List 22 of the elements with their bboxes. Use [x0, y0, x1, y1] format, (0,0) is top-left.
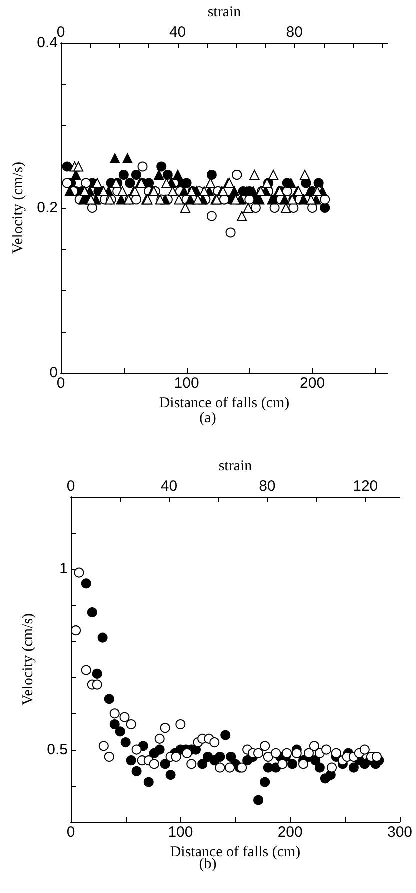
x-tick-label: 300 [387, 824, 413, 841]
x2-tick-label: 40 [169, 24, 186, 41]
x2-axis-title: strain [208, 4, 242, 21]
y-tick-label: 0.2 [37, 200, 58, 216]
x-tick-label: 100 [168, 824, 194, 841]
x-tick-label: 200 [300, 375, 326, 392]
y-tick-label: 0.5 [47, 741, 68, 758]
y-tick-label: 0.4 [37, 34, 58, 52]
text: (b) [199, 856, 217, 872]
x2-axis-title: strain [218, 458, 253, 475]
y-tick-label: 0 [50, 364, 58, 382]
text: (a) [200, 410, 216, 426]
x2-tick-label: 80 [286, 24, 303, 41]
y-tick-label: 1 [60, 560, 68, 578]
x2-tick-label: 40 [160, 478, 178, 495]
x-tick-label: 200 [278, 824, 303, 841]
x-axis-title: Distance of falls (cm) [159, 395, 290, 412]
y-axis-title: Velocity (cm/s) [20, 613, 37, 706]
x-tick-label: 100 [174, 375, 200, 392]
x2-tick-label: 80 [259, 478, 276, 495]
y-axis-title: Velocity (cm/s) [10, 162, 27, 254]
x2-tick-label: 120 [353, 478, 378, 495]
